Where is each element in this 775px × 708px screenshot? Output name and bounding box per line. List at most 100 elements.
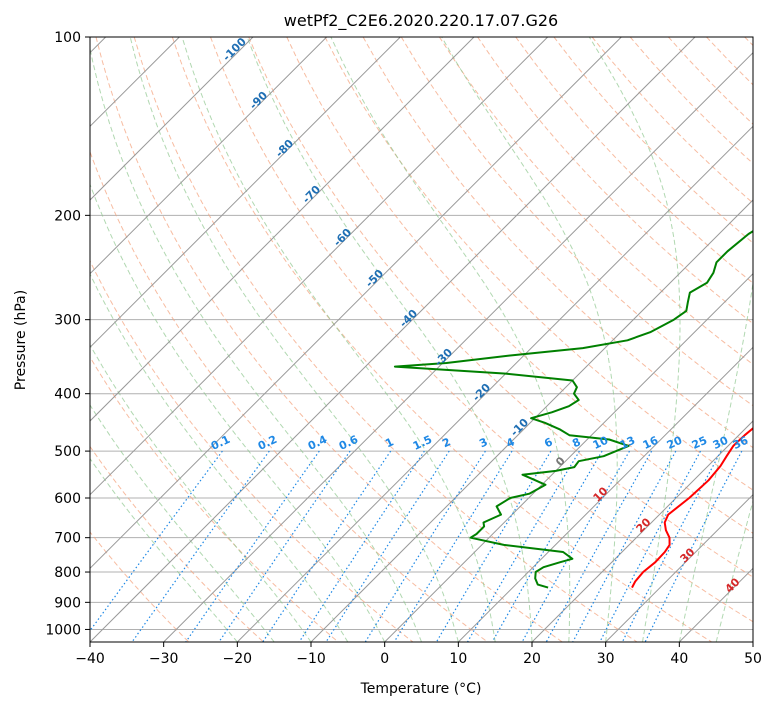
- mixing-ratio-label: 25: [690, 434, 709, 452]
- mixing-ratio-line: [131, 450, 270, 642]
- moist-adiabat: [129, 37, 459, 642]
- isotherm-line: [90, 37, 475, 422]
- y-tick-label: 900: [54, 595, 81, 611]
- mixing-ratio-line: [545, 450, 653, 642]
- chart-title: wetPf2_C2E6.2020.220.17.07.G26: [284, 11, 558, 31]
- y-tick-label: 200: [54, 208, 81, 224]
- mixing-ratio-label: 3: [477, 435, 489, 450]
- y-tick-label: 400: [54, 387, 81, 403]
- moist-adiabat: [678, 280, 753, 642]
- moist-adiabat: [90, 272, 349, 642]
- mixing-ratio-label: 0.4: [306, 433, 329, 453]
- dry-adiabat: [515, 37, 753, 284]
- mixing-ratio-line: [325, 450, 450, 642]
- dry-adiabat: [706, 37, 753, 86]
- dry-adiabat: [477, 37, 753, 325]
- isotherm-line: [310, 199, 753, 642]
- isotherm-line: [752, 641, 753, 642]
- mixing-ratio-label: 0.6: [337, 433, 360, 453]
- isotherm-line: [90, 37, 696, 642]
- mixing-ratio-line: [90, 450, 223, 632]
- dry-adiabat: [90, 445, 264, 642]
- x-tick-label: −20: [223, 651, 253, 667]
- mixing-ratio-line: [262, 450, 392, 642]
- dry-adiabat: [400, 37, 753, 407]
- mixing-ratio-line: [298, 450, 425, 642]
- isotherm-label: -20: [470, 381, 493, 404]
- x-tick-label: 10: [449, 651, 467, 667]
- y-tick-label: 1000: [45, 622, 81, 638]
- mixing-ratio-label: 0.2: [256, 433, 279, 453]
- moist-adiabat: [330, 37, 571, 642]
- mixing-ratio-line: [218, 450, 351, 642]
- y-axis-label: Pressure (hPa): [13, 290, 29, 390]
- isotherm-line: [90, 37, 622, 570]
- y-tick-label: 100: [54, 30, 81, 46]
- moist-adiabat: [90, 343, 312, 642]
- moist-adiabat: [90, 182, 386, 642]
- mixing-ratio-label: 6: [542, 435, 555, 450]
- moist-adiabat: [181, 37, 496, 642]
- moist-adiabat-label: 20: [634, 515, 654, 535]
- x-tick-label: −10: [296, 651, 326, 667]
- x-tick-label: 20: [523, 651, 541, 667]
- isotherm-label: -100: [220, 35, 249, 64]
- moist-adiabat: [715, 499, 753, 642]
- x-tick-label: 40: [670, 651, 688, 667]
- y-tick-label: 300: [54, 313, 81, 329]
- moist-adiabat: [441, 37, 618, 642]
- y-tick-label: 500: [54, 444, 81, 460]
- isotherm-line: [457, 346, 753, 642]
- isotherm-label: -40: [397, 307, 420, 330]
- dry-adiabat: [95, 37, 563, 642]
- x-ticks: −40 −30 −20 −10 0 10 20 30 40 50: [75, 642, 762, 667]
- x-tick-label: −40: [75, 651, 105, 667]
- isotherm-line: [90, 37, 401, 349]
- mixing-ratio-line: [572, 450, 677, 642]
- mixing-ratio-line: [491, 450, 603, 642]
- x-tick-label: 50: [744, 651, 762, 667]
- moist-adiabat: [90, 46, 422, 642]
- isotherm-label: -10: [508, 416, 531, 439]
- mixing-ratio-line: [185, 450, 320, 642]
- x-tick-label: 0: [380, 651, 389, 667]
- mixing-ratio-label: 10: [591, 434, 611, 452]
- mixing-ratio-label: 1.5: [411, 433, 434, 453]
- isotherm-label: -90: [247, 89, 270, 112]
- mixing-ratio-label: 8: [570, 435, 582, 450]
- mixing-ratio-label: 20: [665, 434, 685, 452]
- isotherm-line: [90, 37, 328, 275]
- dry-adiabat: [324, 37, 753, 491]
- moist-adiabat: [90, 404, 275, 642]
- mixing-ratio-line: [393, 450, 513, 642]
- dry-adiabat: [248, 37, 753, 578]
- y-tick-label: 800: [54, 565, 81, 581]
- dry-adiabat: [90, 150, 488, 642]
- dry-adiabat: [90, 356, 339, 642]
- x-tick-label: −30: [149, 651, 179, 667]
- moist-adiabat-label: 40: [723, 575, 743, 595]
- moist-adiabat: [588, 37, 681, 642]
- y-tick-label: 600: [54, 491, 81, 507]
- dewpoint-profile-line: [393, 229, 753, 589]
- moist-adiabat-label: 30: [678, 545, 698, 565]
- mixing-ratio-label: 0.1: [209, 433, 232, 453]
- isotherm-label: -60: [331, 226, 354, 249]
- isotherm-line: [90, 37, 549, 496]
- moist-adiabat-label: 10: [591, 484, 611, 504]
- mixing-ratio-label: 36: [731, 434, 751, 452]
- isotherm-line: [384, 272, 753, 642]
- x-axis-label: Temperature (°C): [360, 681, 482, 697]
- isotherm-line: [90, 37, 254, 201]
- y-ticks: 100 200 300 400 500 600 700 800 900 1000: [45, 30, 90, 638]
- mixing-ratio-label: 30: [711, 434, 731, 452]
- dry-adiabat: [90, 259, 414, 642]
- plot-clip-group: [90, 37, 753, 642]
- isotherm-line: [531, 420, 753, 642]
- isotherm-label: -50: [363, 267, 386, 290]
- mixing-ratio-label: 16: [641, 434, 661, 452]
- moist-adiabat: [246, 37, 533, 642]
- isotherm-line: [236, 125, 753, 642]
- dry-adiabat: [744, 37, 753, 47]
- dry-adiabat: [133, 37, 638, 642]
